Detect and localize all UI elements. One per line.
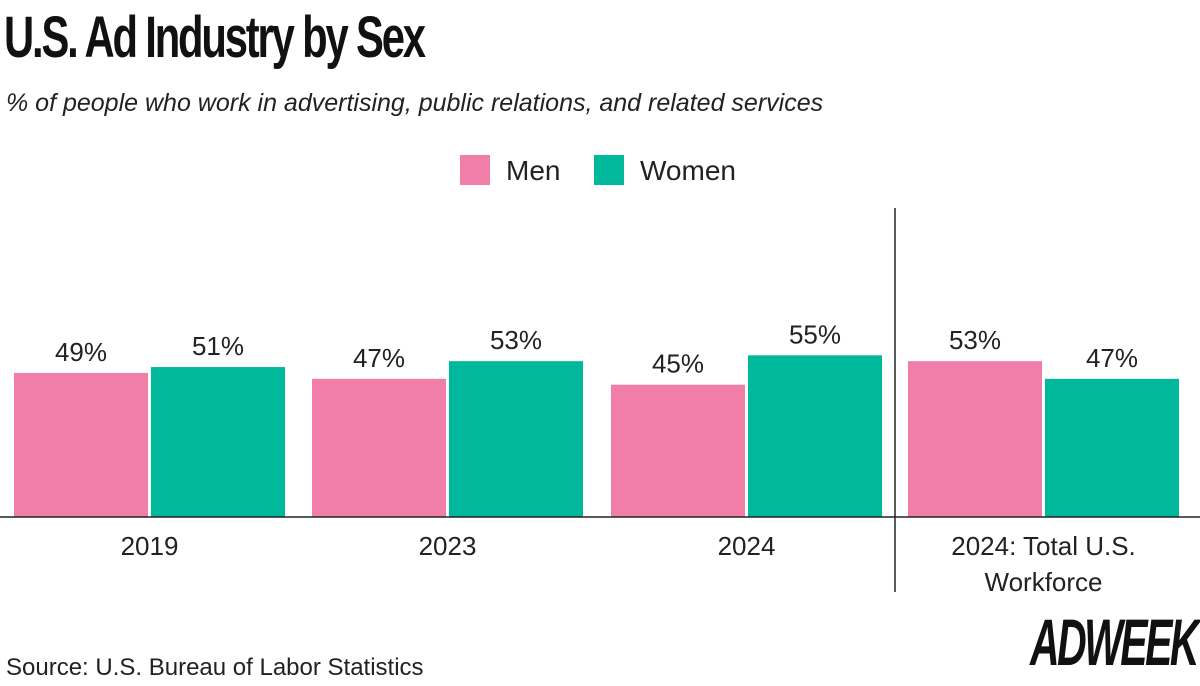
bar-men-2 [611,384,745,517]
chart-title: U.S. Ad Industry by Sex [4,5,426,70]
data-label-women-3: 47% [1086,343,1138,373]
data-label-men-2: 45% [652,349,704,379]
category-label-3: 2024: Total U.S. Workforce [951,531,1136,597]
data-label-women-2: 55% [789,319,841,349]
legend-label-men: Men [506,155,560,186]
legend-swatch-women [594,155,624,185]
category-label-1: 2023 [419,531,477,561]
category-label-0: 2019 [121,531,179,561]
data-label-men-1: 47% [353,343,405,373]
chart-subtitle: % of people who work in advertising, pub… [6,89,824,117]
adweek-logo: ADWEEK [1030,605,1199,679]
legend-swatch-men [460,155,490,185]
bar-women-1 [449,361,583,517]
bar-women-0 [151,367,285,517]
bar-women-3 [1045,378,1179,517]
data-label-women-0: 51% [192,331,244,361]
bar-men-3 [908,361,1042,517]
data-label-women-1: 53% [490,325,542,355]
category-label-2: 2024 [718,531,776,561]
data-label-men-0: 49% [55,337,107,367]
data-label-men-3: 53% [949,325,1001,355]
bar-men-1 [312,378,446,517]
bar-women-2 [748,355,882,517]
source-note: Source: U.S. Bureau of Labor Statistics [6,654,424,681]
legend-label-women: Women [640,155,736,186]
bar-men-0 [14,372,148,517]
